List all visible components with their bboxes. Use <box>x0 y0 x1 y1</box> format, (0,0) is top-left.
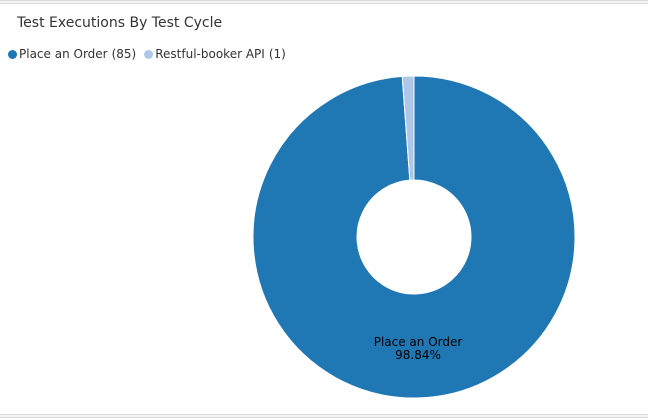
slice-label-name: Place an Order <box>374 335 463 349</box>
legend-count-place-an-order: (85) <box>111 47 137 61</box>
legend-count-restful-booker-api: (1) <box>268 47 286 61</box>
donut-slices <box>252 75 576 399</box>
donut-slice-place-an-order[interactable] <box>252 75 576 399</box>
chart-title: Test Executions By Test Cycle <box>17 15 223 31</box>
legend-item-place-an-order[interactable]: Place an Order (85) <box>8 47 136 61</box>
legend-label-restful-booker-api: Restful-booker API <box>155 47 265 61</box>
slice-label: Place an Order 98.84% <box>374 335 463 362</box>
legend-swatch-place-an-order <box>8 49 17 59</box>
top-border <box>0 0 648 4</box>
legend: Place an Order (85) Restful-booker API (… <box>8 47 294 61</box>
donut-slice-restful-booker-api[interactable] <box>401 75 415 181</box>
slice-label-percent: 98.84% <box>395 348 441 362</box>
bottom-border <box>0 414 648 418</box>
legend-swatch-restful-booker-api <box>144 49 154 59</box>
legend-item-restful-booker-api[interactable]: Restful-booker API (1) <box>144 47 286 61</box>
legend-label-place-an-order: Place an Order <box>19 47 108 61</box>
